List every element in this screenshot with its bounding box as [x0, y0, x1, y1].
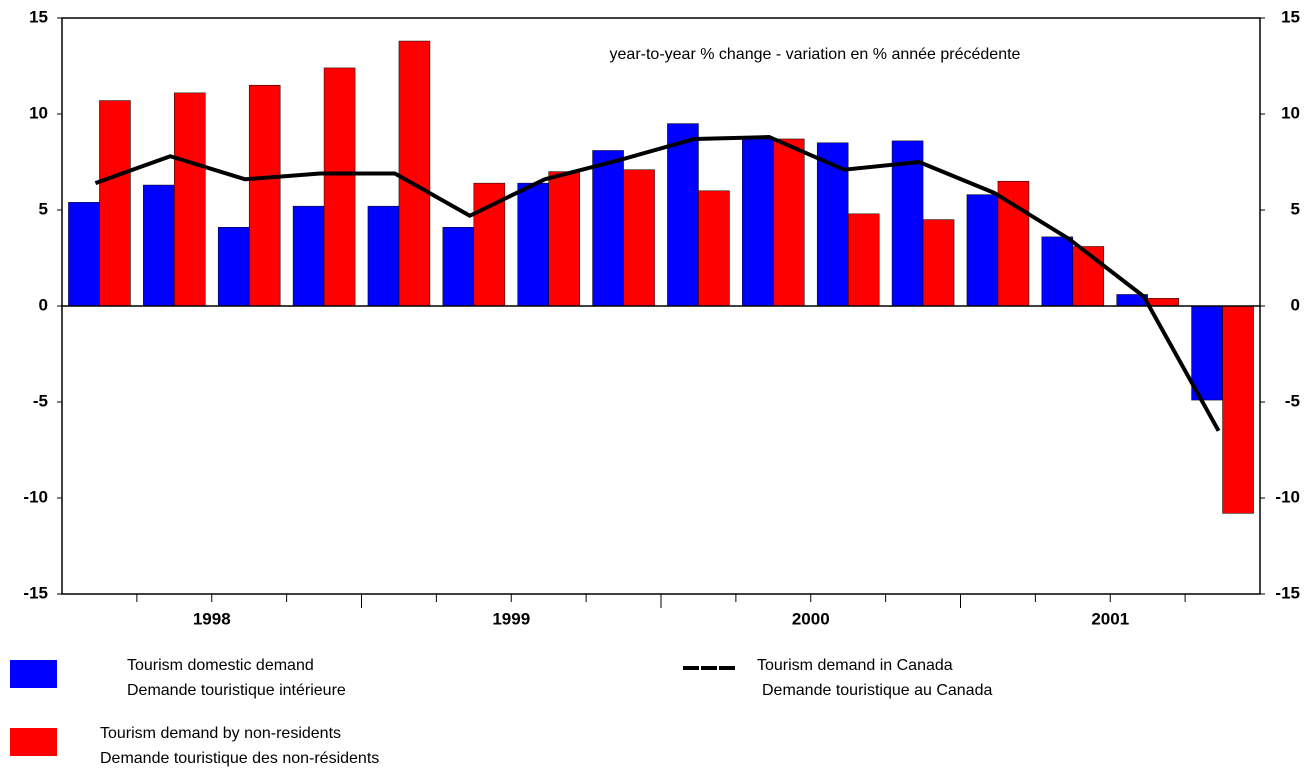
line [94, 135, 1221, 432]
bar [1222, 305, 1254, 514]
y2-tick-label: -5 [1285, 391, 1300, 410]
legend-swatch [10, 728, 57, 756]
y-tick-label: 0 [39, 295, 48, 314]
bar [1041, 236, 1074, 307]
bar [248, 84, 281, 307]
y2-tick-label: 10 [1281, 103, 1300, 122]
bar [143, 184, 175, 307]
bar [1072, 246, 1105, 307]
bar [292, 205, 325, 307]
bar [592, 150, 624, 307]
y2-tick-label: 5 [1291, 199, 1300, 218]
legend-label: Tourism demand in Canada [757, 657, 953, 674]
bar [922, 219, 955, 307]
y-tick-label: 10 [29, 103, 48, 122]
bar [367, 205, 400, 307]
annotation: year-to-year % change - variation en % a… [610, 46, 1021, 63]
bar [548, 171, 580, 307]
x-year-label: 2000 [792, 609, 830, 628]
bar [398, 40, 431, 307]
bar [174, 92, 206, 307]
bar [323, 67, 356, 307]
x-year-label: 1998 [193, 609, 231, 628]
bar [517, 182, 549, 307]
bar [623, 169, 655, 307]
legend-label: Demande touristique intérieure [127, 682, 346, 699]
y2-tick-label: -10 [1275, 487, 1300, 506]
y-tick-label: 5 [39, 199, 48, 218]
bar [997, 180, 1030, 307]
y2-tick-label: 15 [1281, 7, 1300, 26]
y-tick-label: -15 [23, 583, 48, 602]
bar [1191, 305, 1223, 401]
bar [773, 138, 805, 307]
legend-label: Tourism demand by non-residents [100, 725, 341, 742]
y-tick-label: -5 [33, 391, 48, 410]
legend-swatch [10, 660, 57, 688]
bar [1147, 298, 1179, 307]
bar [68, 202, 100, 307]
y2-tick-label: 0 [1291, 295, 1300, 314]
legend-label: Demande touristique des non-résidents [100, 750, 379, 767]
legend-label: Tourism domestic demand [127, 657, 314, 674]
bar [742, 136, 774, 307]
y-tick-label: 15 [29, 7, 48, 26]
y2-tick-label: -15 [1275, 583, 1300, 602]
x-year-label: 1999 [492, 609, 530, 628]
bar [698, 190, 730, 307]
bar [966, 194, 999, 307]
bar [667, 123, 699, 307]
bar [217, 227, 250, 307]
bar [99, 100, 131, 307]
bar [442, 227, 475, 307]
x-year-label: 2001 [1091, 609, 1129, 628]
legend-label: Demande touristique au Canada [762, 682, 992, 699]
y-tick-label: -10 [23, 487, 48, 506]
bar [847, 213, 880, 307]
